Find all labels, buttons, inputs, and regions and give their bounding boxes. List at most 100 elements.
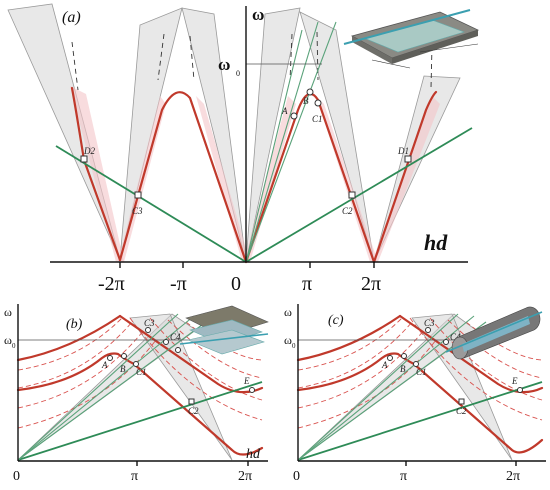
- point-c-B: B: [400, 364, 406, 374]
- panel-a: (a) ω ω 0 hd -2π -π 0 π 2π A B C1 C2 C3 …: [7, 3, 480, 295]
- marker-c-C1: [413, 361, 419, 367]
- beam-b-low: [17, 381, 263, 461]
- marker-c-C3: [425, 327, 431, 333]
- red-dash-b-3: [17, 329, 145, 409]
- dispersion-c-lower: [296, 352, 544, 454]
- y-axis-label: ω: [252, 5, 264, 24]
- marker-A: [290, 112, 298, 120]
- tick-c-label-pi: π: [400, 469, 407, 484]
- point-c-C4: C4: [450, 332, 461, 342]
- tick-label-zero: 0: [231, 273, 241, 295]
- x-axis-label: hd: [424, 230, 448, 255]
- red-dash-c-5: [409, 317, 543, 421]
- marker-c-E: [517, 387, 523, 393]
- dash-4: [289, 33, 293, 81]
- beam-b-2: [17, 315, 195, 461]
- marker-B: [306, 88, 314, 96]
- red-dash-c-3: [297, 329, 425, 409]
- inset-device-coax-c: [445, 306, 543, 360]
- marker-b-C1: [133, 361, 139, 367]
- panel-b: (b) ω ω 0 hd 0 π 2π A B C1 C2 C3 C4 E: [4, 304, 269, 484]
- marker-c-A: [387, 355, 393, 361]
- panel-c-label: (c): [328, 313, 344, 328]
- y-axis-b-label: ω: [4, 305, 12, 319]
- point-b-A: A: [101, 360, 108, 370]
- marker-b-C4a: [163, 339, 169, 345]
- inset-device-plates-b: [179, 305, 269, 355]
- point-b-B: B: [120, 364, 126, 374]
- red-dash-b-1: [17, 317, 123, 371]
- point-c-A: A: [381, 360, 388, 370]
- y-axis-c-label: ω: [284, 305, 292, 319]
- band-left: [70, 86, 124, 262]
- beam-line-left: [55, 145, 247, 263]
- dash-2: [157, 33, 165, 81]
- point-b-E: E: [243, 376, 250, 386]
- tick-label-neg-pi: -π: [170, 273, 187, 295]
- tick-b-label-0: 0: [13, 469, 20, 484]
- inset-device-planar-a: [343, 9, 480, 69]
- beam-b-3: [17, 321, 207, 461]
- marker-c-C4a: [443, 339, 449, 345]
- tick-label-2pi: 2π: [361, 273, 381, 295]
- dash-3: [189, 35, 195, 81]
- point-b-C1: C1: [136, 367, 147, 377]
- beam-c-low: [297, 381, 543, 461]
- point-D2-label: D2: [83, 146, 95, 156]
- dispersion-curve-w-left: [118, 91, 248, 264]
- red-dash-c-8: [465, 321, 543, 361]
- omega0-c-sub: 0: [292, 342, 296, 350]
- red-dash-c-6: [429, 317, 543, 401]
- dispersion-b-lower: [16, 352, 264, 456]
- beam-b-1: [17, 313, 179, 461]
- marker-c-C2: [458, 398, 465, 405]
- point-c-C3: C3: [424, 318, 435, 328]
- panel-c: (c) ω ω 0 0 π 2π A B C1 C2 C3 C4 E: [284, 304, 546, 484]
- point-b-C2: C2: [188, 406, 199, 416]
- point-C2-label: C2: [342, 206, 353, 216]
- point-c-C2: C2: [456, 406, 467, 416]
- panel-a-label: (a): [62, 9, 81, 26]
- beam-line-steep-2: [245, 21, 319, 263]
- point-D1-label: D1: [397, 146, 409, 156]
- tick-c-label-0: 0: [293, 469, 300, 484]
- omega0-sub: 0: [236, 69, 240, 78]
- tick-b-label-pi: π: [131, 469, 138, 484]
- point-b-C3: C3: [144, 318, 155, 328]
- red-dash-b-5: [129, 317, 263, 421]
- marker-b-C3: [145, 327, 151, 333]
- dash-6: [430, 45, 433, 89]
- marker-c-B: [401, 353, 407, 359]
- dash-1: [71, 41, 79, 91]
- cone-right-a: [245, 7, 301, 263]
- dispersion-curve-right: [372, 90, 438, 264]
- marker-b-C4b: [175, 347, 181, 353]
- red-dash-c-1: [297, 317, 403, 371]
- marker-C2: [348, 191, 356, 199]
- red-dash-c-2: [297, 321, 413, 389]
- panel-b-label: (b): [66, 317, 83, 332]
- dispersion-c-upper-2: [398, 314, 544, 394]
- tick-label-neg-2pi: -2π: [98, 273, 125, 295]
- point-c-C1: C1: [416, 367, 427, 377]
- dispersion-b-upper-2: [118, 314, 264, 394]
- omega0-b-sub: 0: [12, 342, 16, 350]
- band-mid: [196, 96, 250, 262]
- omega0-c-label: ω: [284, 333, 292, 347]
- point-B-label: B: [303, 96, 309, 106]
- point-b-C4: C4: [170, 332, 181, 342]
- omega0-label: ω: [218, 55, 230, 74]
- point-C1-label: C1: [312, 114, 323, 124]
- point-c-E: E: [511, 376, 518, 386]
- dispersion-c-upper: [296, 314, 402, 362]
- beam-c-2: [297, 315, 475, 461]
- dispersion-b-upper: [16, 314, 122, 362]
- tick-label-pi: π: [302, 273, 312, 295]
- omega0-b-label: ω: [4, 333, 12, 347]
- marker-b-A: [107, 355, 113, 361]
- tick-c-label-2pi: 2π: [506, 469, 520, 484]
- cone-b-2: [129, 313, 233, 461]
- marker-b-E: [249, 387, 255, 393]
- red-dash-b-6: [149, 317, 263, 401]
